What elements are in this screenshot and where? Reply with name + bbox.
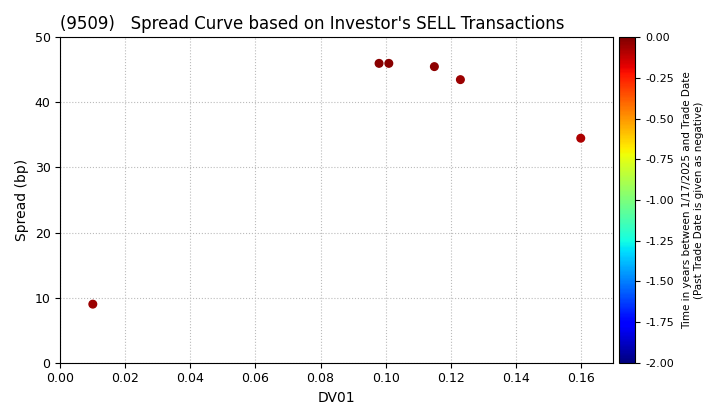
Point bbox=[87, 301, 99, 307]
Y-axis label: Time in years between 1/17/2025 and Trade Date
(Past Trade Date is given as nega: Time in years between 1/17/2025 and Trad… bbox=[683, 71, 704, 329]
X-axis label: DV01: DV01 bbox=[318, 391, 356, 405]
Text: (9509)   Spread Curve based on Investor's SELL Transactions: (9509) Spread Curve based on Investor's … bbox=[60, 15, 564, 33]
Point bbox=[373, 60, 384, 67]
Y-axis label: Spread (bp): Spread (bp) bbox=[15, 159, 29, 241]
Point bbox=[383, 60, 395, 67]
Point bbox=[428, 63, 440, 70]
Point bbox=[575, 135, 587, 142]
Point bbox=[454, 76, 466, 83]
